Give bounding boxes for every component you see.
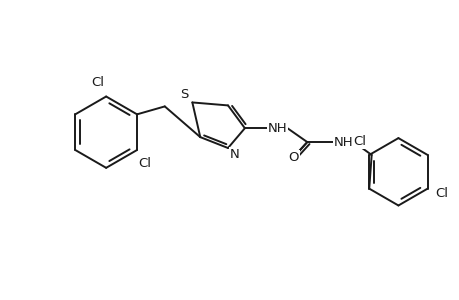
Text: Cl: Cl [352,135,365,148]
Text: S: S [180,88,188,101]
Text: N: N [230,148,239,161]
Text: Cl: Cl [138,158,151,170]
Text: O: O [287,152,298,164]
Text: Cl: Cl [91,76,105,89]
Text: NH: NH [333,136,353,148]
Text: NH: NH [267,122,287,135]
Text: Cl: Cl [434,187,447,200]
